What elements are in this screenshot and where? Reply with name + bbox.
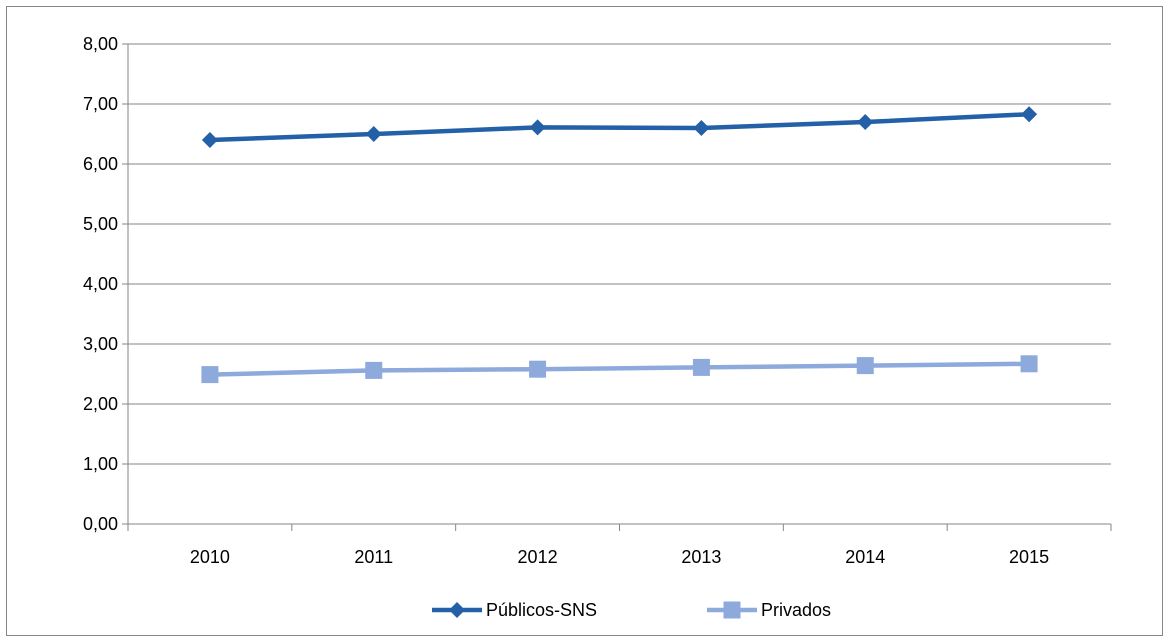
y-tick-label: 8,00 — [83, 34, 118, 54]
legend-marker — [449, 602, 465, 618]
data-point — [857, 114, 874, 130]
series-2 — [201, 355, 1038, 384]
x-tick-label: 2014 — [845, 547, 885, 567]
legend-entry-1: Públicos-SNS — [432, 600, 597, 620]
data-point — [1021, 106, 1038, 123]
y-tick-label: 4,00 — [83, 274, 118, 294]
y-tick-label: 1,00 — [83, 454, 118, 474]
data-point — [529, 360, 547, 378]
y-tick-label: 6,00 — [83, 154, 118, 174]
gridlines — [128, 43, 1111, 465]
data-point — [201, 132, 218, 148]
data-point — [365, 361, 383, 379]
legend: Públicos-SNS Privados — [432, 600, 831, 620]
legend-label: Privados — [761, 600, 831, 620]
legend-entry-2: Privados — [707, 600, 831, 620]
series-line — [209, 361, 1030, 377]
data-point — [692, 358, 710, 376]
x-tick-label: 2012 — [518, 547, 558, 567]
series-1 — [201, 106, 1038, 148]
x-tick-label: 2013 — [681, 547, 721, 567]
data-point — [856, 357, 874, 375]
x-tick-label: 2011 — [354, 547, 393, 567]
data-point — [693, 120, 710, 136]
data-point — [1020, 355, 1038, 373]
data-point — [365, 126, 382, 142]
chart-area — [6, 6, 1163, 636]
data-point — [201, 366, 219, 384]
y-tick-label: 2,00 — [83, 394, 118, 414]
legend-label: Públicos-SNS — [486, 600, 597, 620]
x-axis-ticks: 2010 2011 2012 2013 2014 2015 — [127, 524, 1112, 567]
y-tick-label: 5,00 — [83, 214, 118, 234]
x-tick-label: 2015 — [1009, 547, 1049, 567]
data-point — [529, 119, 546, 136]
y-tick-label: 3,00 — [83, 334, 118, 354]
y-tick-label: 0,00 — [83, 514, 118, 534]
series-line — [209, 111, 1030, 143]
x-tick-label: 2010 — [190, 547, 230, 567]
y-axis-ticks: 0,00 1,00 2,00 3,00 4,00 5,00 6,00 7,00 8,00 — [83, 34, 128, 534]
series-layer — [201, 106, 1038, 384]
y-tick-label: 7,00 — [83, 94, 118, 114]
legend-marker — [723, 601, 741, 619]
